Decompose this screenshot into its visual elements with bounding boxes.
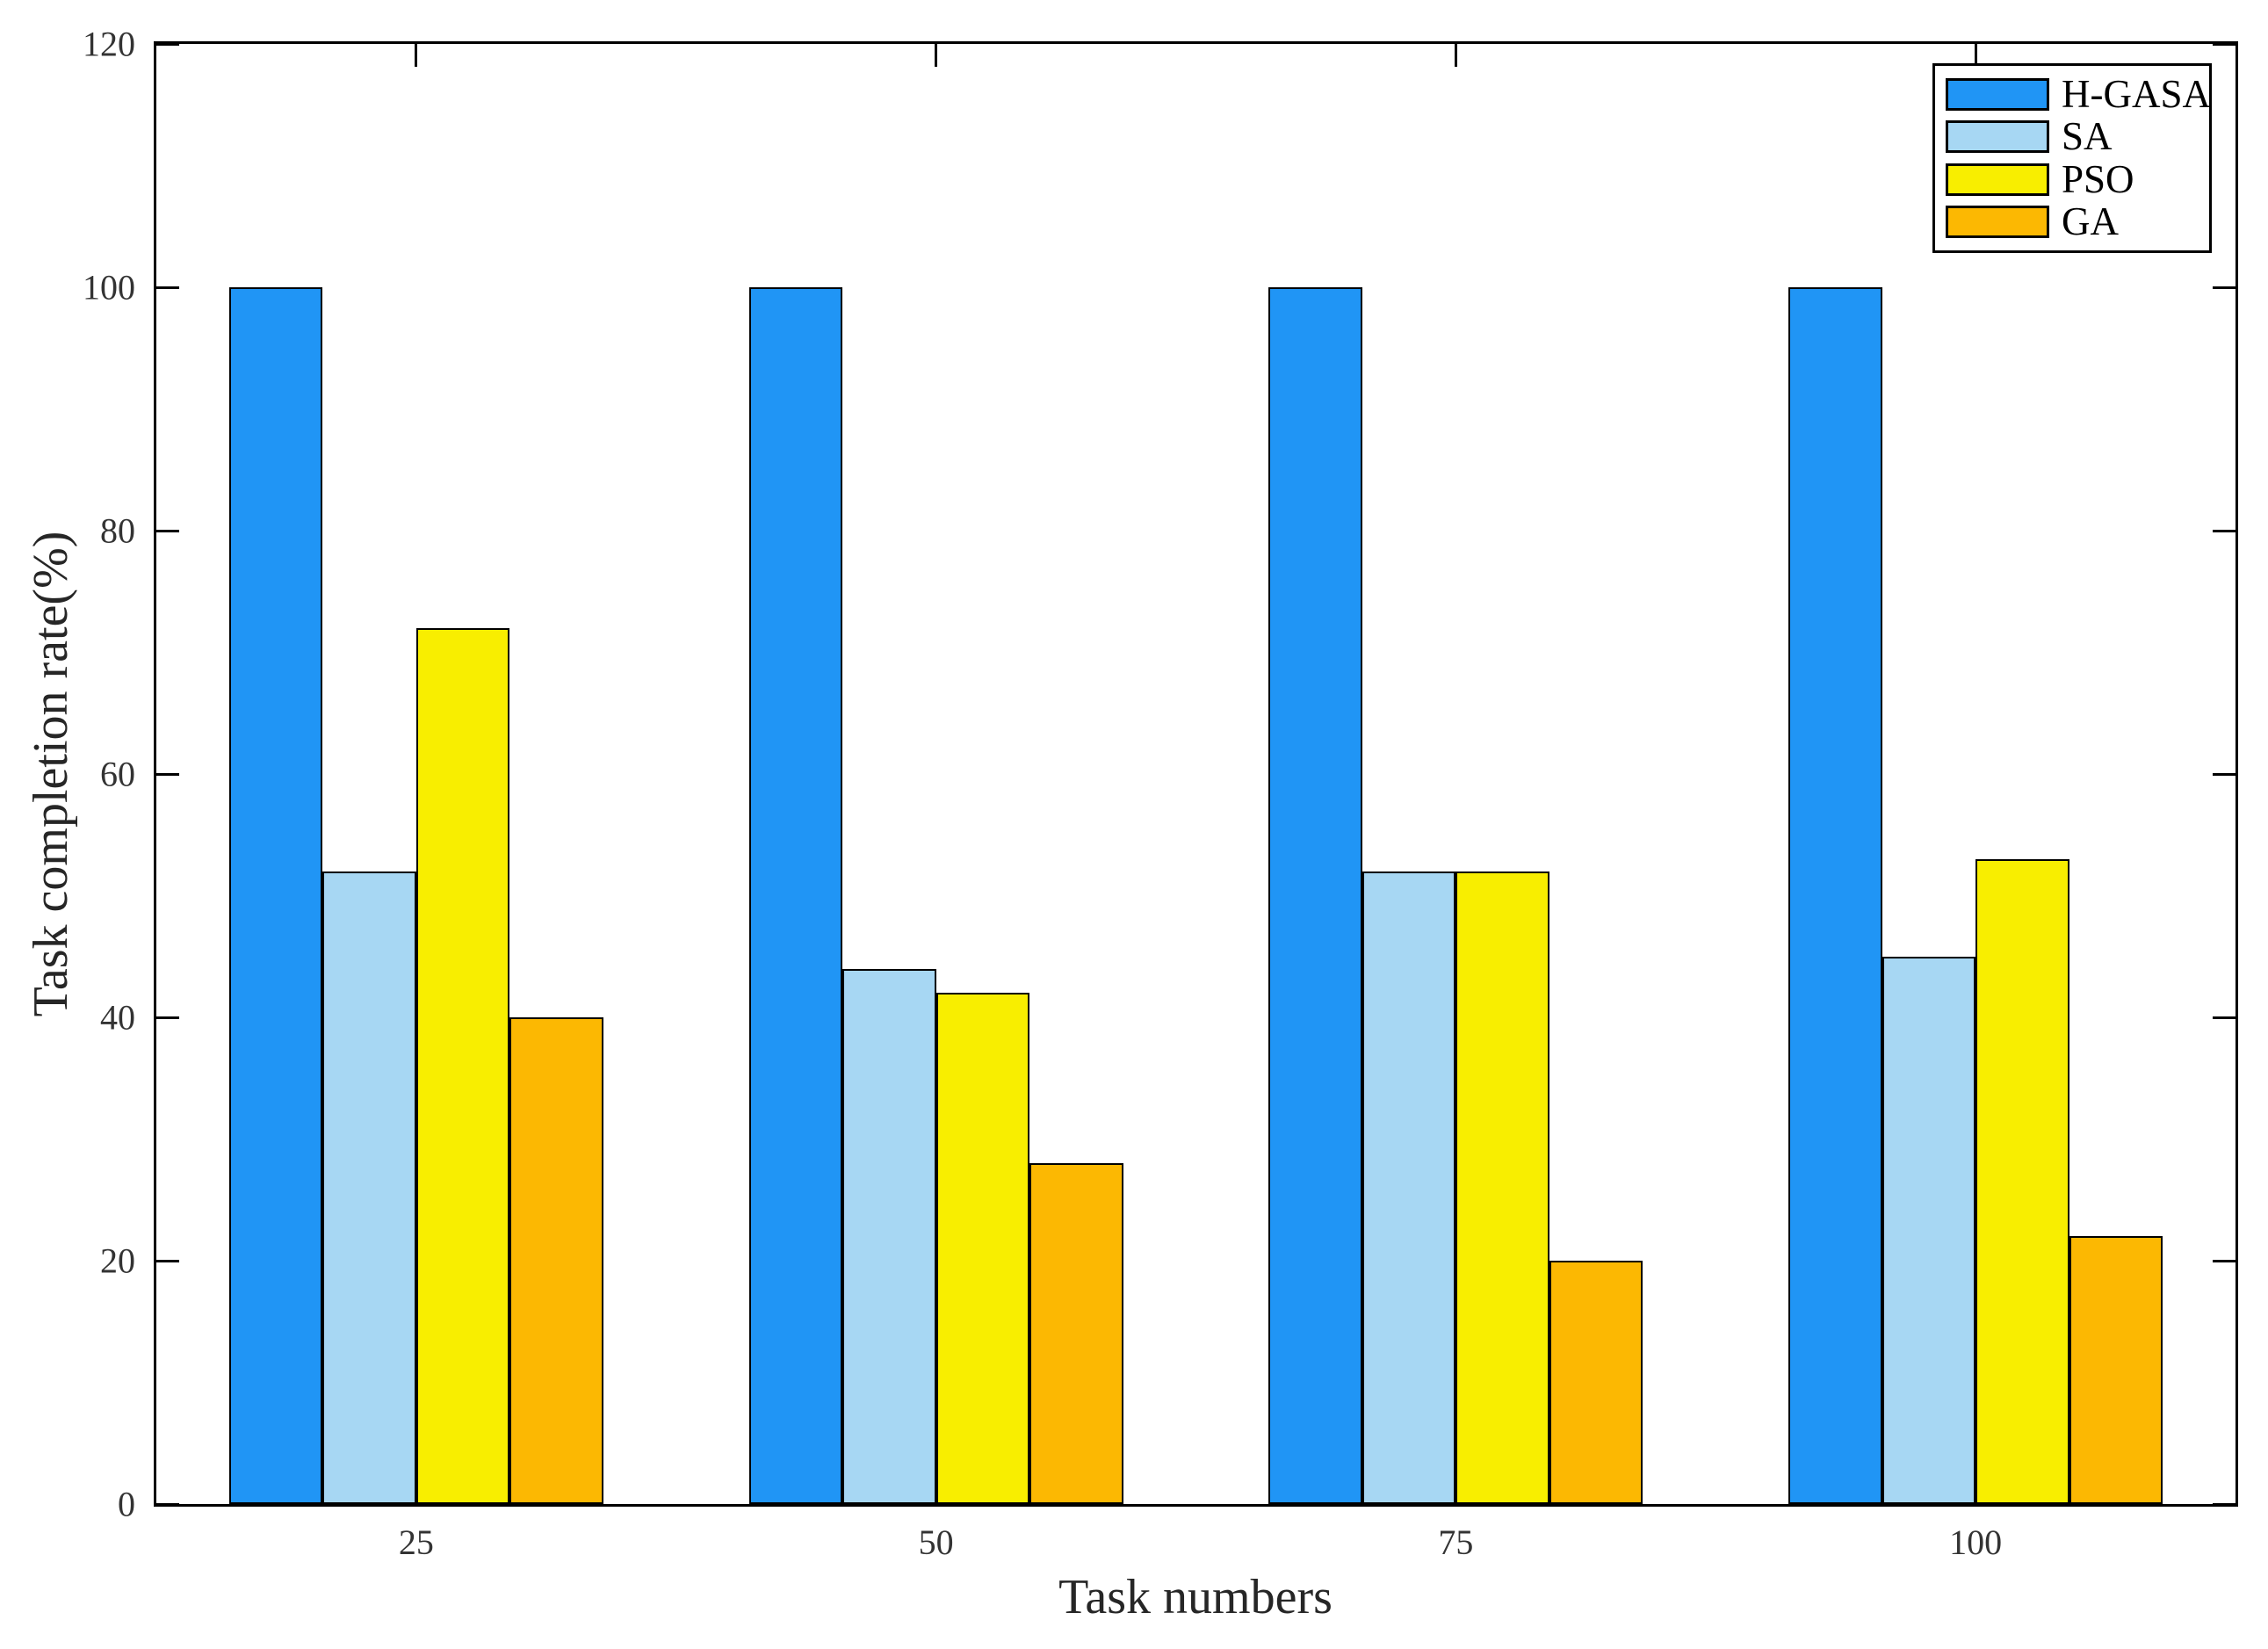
legend-item-ga: GA (1946, 202, 2199, 242)
legend-label: PSO (2062, 156, 2134, 201)
y-tick-label: 40 (100, 997, 135, 1038)
bar-h-gasa-25 (228, 287, 323, 1504)
y-tick-mark (156, 1259, 179, 1262)
bar-ga-100 (2069, 1236, 2163, 1504)
legend-swatch-ga (1946, 206, 2049, 239)
bar-h-gasa-50 (748, 287, 843, 1504)
bar-sa-25 (322, 871, 416, 1504)
bar-sa-75 (1362, 871, 1456, 1504)
y-tick-mark (156, 1016, 179, 1019)
legend: H-GASA SA PSO GA (1932, 63, 2212, 253)
legend-item-h-gasa: H-GASA (1946, 74, 2211, 114)
bar-h-gasa-75 (1268, 287, 1362, 1504)
y-axis-title: Task completion rate(%) (24, 531, 78, 1017)
x-tick-label: 100 (1949, 1522, 2003, 1562)
y-tick-mark (2213, 529, 2235, 532)
bar-h-gasa-100 (1788, 287, 1882, 1504)
y-tick-label: 80 (100, 510, 135, 551)
x-tick-mark (935, 44, 938, 67)
bar-ga-25 (509, 1017, 603, 1504)
y-tick-label: 120 (83, 24, 135, 64)
x-tick-mark (1974, 44, 1977, 67)
y-tick-mark (2213, 1259, 2235, 1262)
x-tick-label: 50 (918, 1522, 954, 1562)
legend-item-pso: PSO (1946, 156, 2199, 201)
legend-swatch-pso (1946, 163, 2049, 196)
bar-sa-100 (1882, 956, 1976, 1504)
bar-pso-25 (415, 627, 510, 1504)
x-tick-label: 75 (1438, 1522, 1474, 1562)
y-tick-mark (156, 42, 179, 46)
bar-pso-75 (1455, 871, 1549, 1504)
y-tick-mark (2213, 772, 2235, 776)
legend-item-sa: SA (1946, 117, 2199, 156)
legend-label: GA (2062, 199, 2119, 244)
y-tick-mark (156, 772, 179, 776)
bar-sa-50 (842, 968, 936, 1504)
x-tick-label: 25 (398, 1522, 434, 1562)
bar-ga-75 (1549, 1261, 1643, 1504)
y-tick-mark (156, 529, 179, 532)
plot-area: 0 20 40 60 80 100 120 25 50 75 100 (83, 25, 2238, 1562)
y-tick-mark (2213, 286, 2235, 289)
y-tick-label: 0 (118, 1484, 135, 1524)
x-axis-title: Task numbers (1058, 1570, 1333, 1624)
y-tick-mark (156, 286, 179, 289)
bar-ga-50 (1029, 1163, 1123, 1504)
x-tick-mark (1454, 44, 1457, 67)
y-tick-mark (2213, 42, 2235, 46)
legend-label: H-GASA (2062, 71, 2212, 116)
y-tick-label: 100 (83, 267, 135, 307)
y-tick-label: 20 (100, 1240, 135, 1281)
y-tick-mark (2213, 1016, 2235, 1019)
bar-pso-50 (935, 993, 1030, 1504)
bar-pso-100 (1975, 858, 2069, 1504)
y-tick-mark (2213, 1502, 2235, 1506)
legend-label: SA (2062, 114, 2113, 159)
legend-swatch-h-gasa (1946, 77, 2049, 111)
legend-swatch-sa (1946, 120, 2049, 154)
y-tick-label: 60 (100, 754, 135, 794)
y-tick-mark (156, 1502, 179, 1506)
x-tick-mark (415, 44, 418, 67)
